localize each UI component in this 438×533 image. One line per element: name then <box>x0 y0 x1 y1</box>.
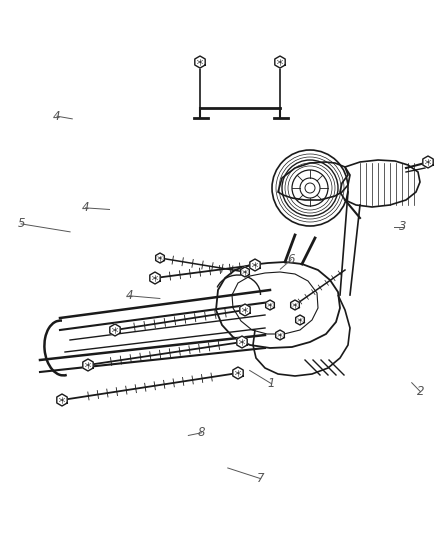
Polygon shape <box>57 394 67 406</box>
Polygon shape <box>110 324 120 336</box>
Polygon shape <box>195 56 205 68</box>
Polygon shape <box>240 267 249 277</box>
Polygon shape <box>266 300 274 310</box>
Polygon shape <box>83 359 93 371</box>
Text: 4: 4 <box>53 110 61 123</box>
Polygon shape <box>250 259 260 271</box>
Polygon shape <box>240 304 250 316</box>
Polygon shape <box>276 330 284 340</box>
Text: 6: 6 <box>287 253 295 266</box>
Text: 5: 5 <box>17 217 25 230</box>
Text: 4: 4 <box>81 201 89 214</box>
Polygon shape <box>150 272 160 284</box>
Text: 8: 8 <box>198 426 205 439</box>
Text: 4: 4 <box>125 289 133 302</box>
Polygon shape <box>275 56 285 68</box>
Text: 1: 1 <box>268 377 276 390</box>
Polygon shape <box>296 315 304 325</box>
Polygon shape <box>233 367 243 379</box>
Text: 7: 7 <box>257 472 265 485</box>
Polygon shape <box>155 253 164 263</box>
Polygon shape <box>291 300 299 310</box>
Polygon shape <box>423 156 433 168</box>
Polygon shape <box>237 336 247 348</box>
Text: 3: 3 <box>399 220 407 233</box>
Text: 2: 2 <box>417 385 424 398</box>
